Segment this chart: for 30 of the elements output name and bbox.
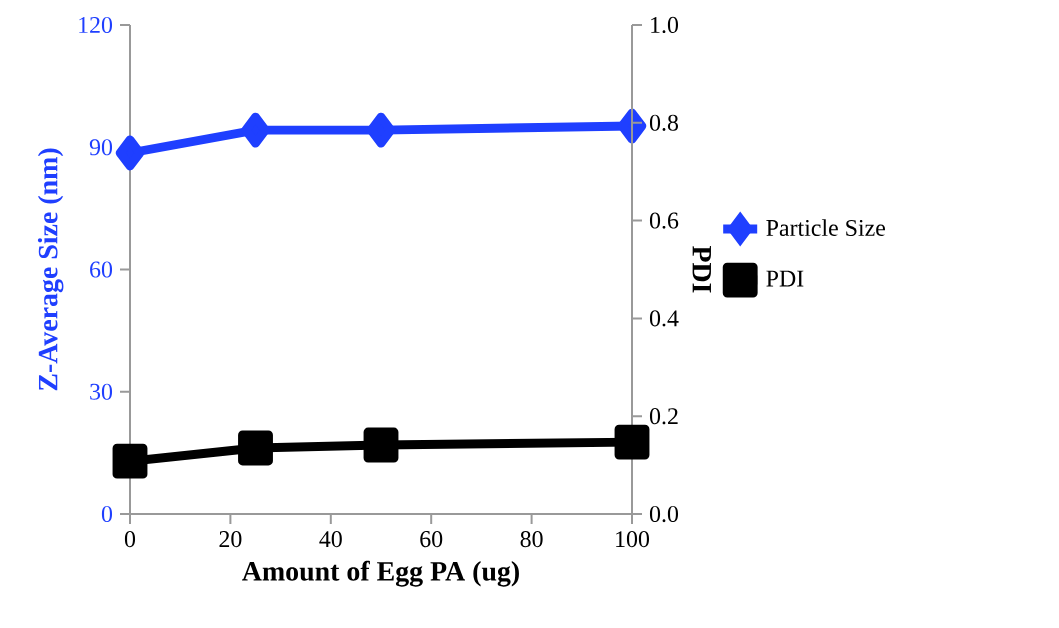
- y-axis-title: Z-Average Size (nm): [37, 148, 64, 391]
- point: [238, 430, 273, 466]
- point: [363, 427, 399, 463]
- y2-tick-label: 0.4: [649, 310, 679, 327]
- y2-tick-label: 1.0: [651, 16, 679, 34]
- point: [112, 443, 148, 479]
- y2-tick-label: 0.0: [649, 505, 679, 523]
- point: [241, 112, 270, 148]
- x-tick-label: 40: [319, 531, 342, 548]
- y2-tick-label: 0.6: [649, 212, 679, 229]
- point: [617, 108, 647, 144]
- y-tick-label: 30: [90, 383, 113, 400]
- y-tick-label: 60: [90, 261, 113, 278]
- point: [614, 424, 650, 460]
- y-tick-label: 90: [89, 139, 113, 156]
- x-tick-label: 60: [420, 531, 443, 548]
- x-tick-label: 100: [616, 531, 650, 548]
- point: [366, 112, 396, 148]
- legend-label: PDI: [766, 270, 804, 287]
- y2-tick-label: 0.2: [649, 408, 678, 425]
- x-tick-label: 80: [520, 531, 543, 548]
- x-axis-title: Amount of Egg PA (ug): [242, 560, 519, 587]
- point: [115, 135, 145, 171]
- x-tick-label: 20: [219, 531, 242, 548]
- legend-label: Particle Size: [766, 219, 886, 236]
- y2-axis-title: PDI: [692, 245, 711, 293]
- x-tick-label: 0: [124, 531, 136, 548]
- y-tick-label: 120: [79, 16, 113, 34]
- y2-tick-label: 0.8: [649, 114, 679, 131]
- y-tick-label: 0: [101, 505, 113, 523]
